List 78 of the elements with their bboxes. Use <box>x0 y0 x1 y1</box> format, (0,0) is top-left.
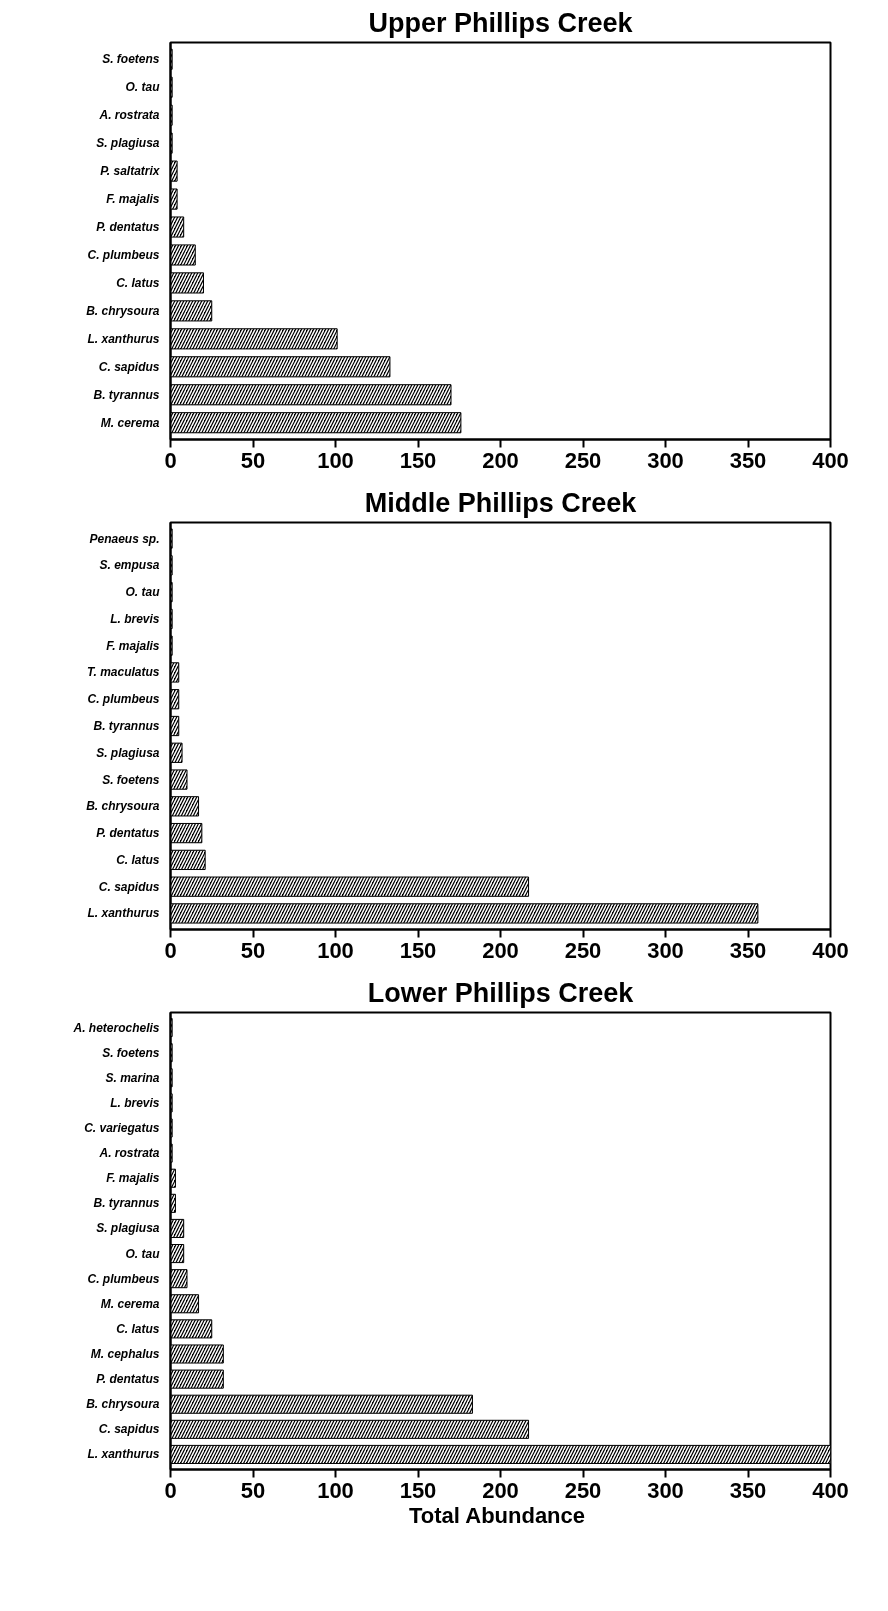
x-tick-label: 100 <box>317 937 354 963</box>
y-tick-label: C. plumbeus <box>87 1271 160 1286</box>
y-tick-label: A. heterochelis <box>72 1020 160 1035</box>
y-tick-label: S. foetens <box>102 1045 160 1060</box>
x-tick-label: 250 <box>564 1477 602 1503</box>
y-tick-label: C. plumbeus <box>87 247 160 262</box>
x-axis-title: Total Abundance <box>409 1502 586 1528</box>
y-tick-label: S. foetens <box>102 772 160 787</box>
y-tick-label: O. tau <box>125 80 161 95</box>
x-tick-label: 0 <box>164 937 177 963</box>
x-tick-label: 200 <box>482 1477 519 1503</box>
y-tick-label: T. maculatus <box>87 665 160 680</box>
y-tick-label: C. plumbeus <box>87 692 160 707</box>
y-tick-label: M. cerema <box>100 1296 160 1311</box>
y-tick-label: L. brevis <box>110 611 160 626</box>
y-tick-label: S. foetens <box>102 52 160 67</box>
y-tick-label: B. chrysoura <box>86 799 160 814</box>
x-tick-label: 0 <box>164 447 177 473</box>
y-tick-label: Penaeus sp. <box>89 531 160 546</box>
x-tick-label: 100 <box>317 447 354 473</box>
y-tick-label: C. latus <box>116 852 160 867</box>
x-tick-label: 200 <box>482 937 519 963</box>
chart-title: Upper Phillips Creek <box>368 7 634 38</box>
y-tick-label: B. tyrannus <box>93 719 160 733</box>
x-tick-label: 50 <box>240 447 266 473</box>
y-tick-label: L. xanthurus <box>87 331 160 346</box>
y-tick-label: S. plagiusa <box>96 1221 160 1236</box>
x-tick-label: 300 <box>647 937 684 963</box>
x-tick-label: 350 <box>729 1477 767 1503</box>
y-tick-label: B. chrysoura <box>86 1397 160 1412</box>
x-tick-label: 400 <box>812 937 849 963</box>
y-tick-label: F. majalis <box>106 1171 160 1186</box>
x-tick-label: 200 <box>482 447 519 473</box>
y-tick-label: C. latus <box>116 275 160 290</box>
y-tick-label: O. tau <box>125 585 161 600</box>
y-tick-label: B. tyrannus <box>93 387 160 402</box>
x-tick-label: 150 <box>399 1477 437 1503</box>
y-tick-label: C. sapidus <box>98 879 160 894</box>
x-tick-label: 250 <box>564 937 602 963</box>
y-tick-label: S. marina <box>105 1070 160 1085</box>
x-tick-label: 400 <box>812 447 849 473</box>
x-tick-label: 100 <box>317 1477 354 1503</box>
x-tick-label: 50 <box>240 1477 266 1503</box>
x-tick-label: 300 <box>647 1477 684 1503</box>
y-tick-label: P. dentatus <box>96 826 160 841</box>
y-tick-label: B. tyrannus <box>93 1196 160 1211</box>
x-tick-label: 150 <box>399 937 437 963</box>
y-tick-label: C. variegatus <box>84 1121 160 1136</box>
y-tick-label: P. saltatrix <box>100 164 161 179</box>
x-tick-label: 300 <box>647 447 684 473</box>
y-tick-label: A. rostrata <box>98 108 160 123</box>
y-tick-label: F. majalis <box>106 192 160 207</box>
x-tick-label: 350 <box>729 447 767 473</box>
y-tick-label: L. xanthurus <box>87 906 160 921</box>
x-tick-label: 250 <box>564 447 602 473</box>
y-tick-label: L. brevis <box>110 1095 160 1110</box>
x-tick-label: 50 <box>240 937 266 963</box>
y-tick-label: M. cerema <box>100 415 160 430</box>
y-tick-label: P. dentatus <box>96 220 160 235</box>
y-tick-label: S. plagiusa <box>96 136 160 151</box>
y-tick-label: B. chrysoura <box>86 303 160 318</box>
chart-title: Middle Phillips Creek <box>364 487 638 518</box>
x-tick-label: 350 <box>729 937 767 963</box>
y-tick-label: O. tau <box>125 1246 161 1261</box>
x-tick-label: 0 <box>164 1477 177 1503</box>
chart-title: Lower Phillips Creek <box>367 977 635 1008</box>
y-tick-label: L. xanthurus <box>87 1447 160 1462</box>
y-tick-label: C. sapidus <box>98 1422 160 1437</box>
x-tick-label: 150 <box>399 447 437 473</box>
y-tick-label: M. cephalus <box>90 1346 160 1361</box>
x-tick-label: 400 <box>812 1477 849 1503</box>
y-tick-label: A. rostrata <box>98 1146 160 1161</box>
y-tick-label: C. sapidus <box>98 359 160 374</box>
y-tick-label: C. latus <box>116 1321 160 1336</box>
y-tick-label: F. majalis <box>106 638 160 653</box>
y-tick-label: S. plagiusa <box>96 745 160 760</box>
y-tick-label: S. empusa <box>99 558 160 573</box>
y-tick-label: P. dentatus <box>96 1372 160 1387</box>
